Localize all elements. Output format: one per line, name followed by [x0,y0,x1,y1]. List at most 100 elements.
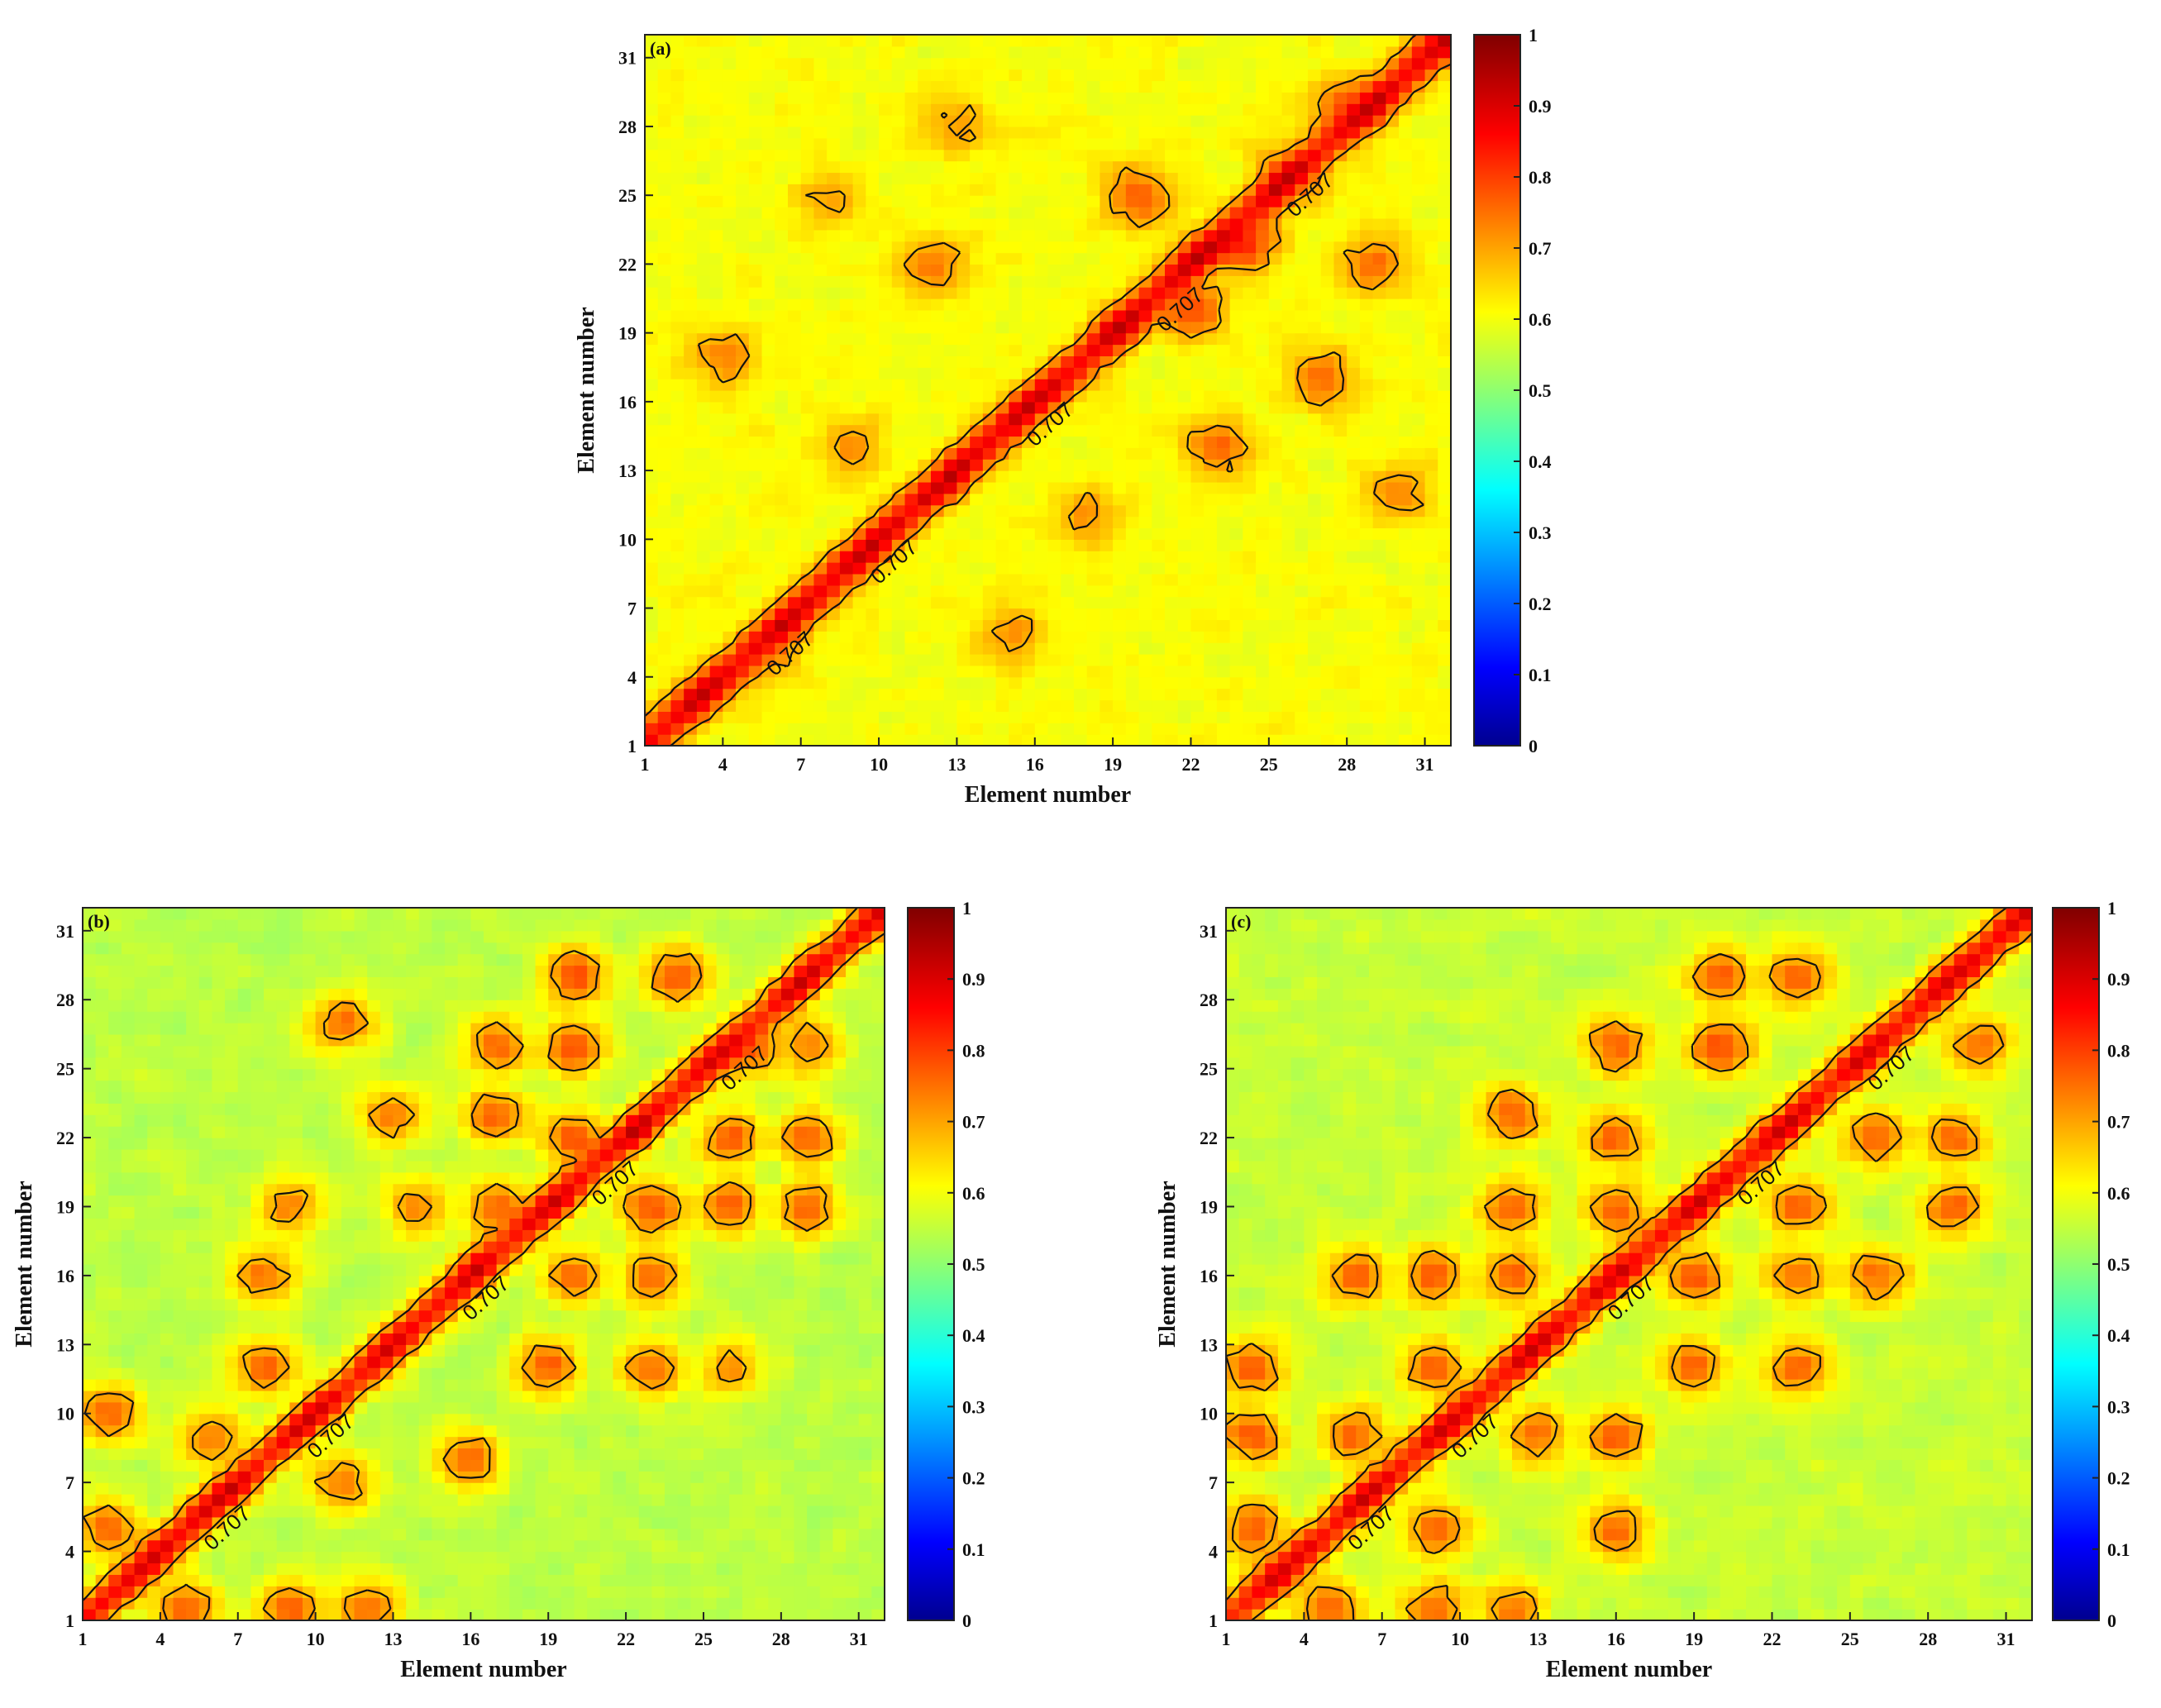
heatmap-cell [1034,149,1049,162]
heatmap-cell [121,1459,136,1472]
heatmap-cell [1229,688,1243,701]
heatmap-cell [1308,172,1322,184]
heatmap-cell [1061,608,1075,621]
heatmap-cell [930,562,945,575]
heatmap-cell [684,481,698,494]
heatmap-cell [736,252,750,265]
heatmap-cell [160,1241,174,1253]
heatmap-cell [1308,516,1322,529]
heatmap-cell [1243,470,1257,483]
heatmap-cell [225,1562,239,1575]
heatmap-cell [1268,195,1283,208]
heatmap-cell [1061,665,1075,678]
heatmap-cell [1424,665,1438,678]
heatmap-cell [1295,309,1309,322]
heatmap-cell [670,401,685,414]
heatmap-cell [670,573,685,586]
heatmap-cell [1086,367,1101,379]
heatmap-cell [289,1286,303,1300]
heatmap-cell [1022,665,1036,678]
heatmap-cell [1125,355,1140,368]
heatmap-cell [736,699,750,712]
heatmap-cell [1177,355,1192,368]
heatmap-cell [761,424,775,437]
heatmap-cell [696,103,711,116]
heatmap-cell [736,516,750,529]
heatmap-cell [1411,149,1426,162]
heatmap-cell [1165,516,1179,529]
heatmap-cell [748,390,763,403]
heatmap-cell [943,160,958,174]
heatmap-cell [147,1023,161,1035]
heatmap-cell [1009,562,1023,575]
heatmap-cell [83,1138,97,1150]
heatmap-cell [787,184,802,196]
heatmap-cell [1308,137,1322,150]
heatmap-cell [813,516,828,529]
heatmap-cell [1347,619,1361,632]
heatmap-cell [918,654,932,666]
heatmap-cell [250,1114,265,1127]
heatmap-cell [1347,447,1361,460]
heatmap-cell [225,965,239,978]
heatmap-cell [1125,80,1140,93]
heatmap-cell [1399,149,1413,162]
heatmap-cell [709,229,723,242]
heatmap-cell [1061,584,1075,598]
heatmap-cell [1295,103,1309,116]
heatmap-cell [982,401,997,414]
heatmap-cell [1190,45,1205,59]
heatmap-cell [1411,573,1426,586]
heatmap-cell [212,1068,226,1081]
heatmap-cell [827,608,841,621]
heatmap-cell [108,1494,122,1506]
heatmap-cell [970,57,984,70]
heatmap-cell [1177,321,1192,334]
heatmap-cell [879,619,893,632]
heatmap-cell [121,1333,136,1345]
heatmap-cell [995,126,1009,139]
heatmap-cell [930,35,945,47]
x-tick-label: 4 [718,754,727,775]
heatmap-cell [1073,252,1088,265]
heatmap-cell [813,493,828,506]
heatmap-cell [904,241,918,254]
heatmap-cell [1372,723,1386,735]
heatmap-cell [904,45,918,59]
heatmap-cell [1190,539,1205,551]
heatmap-cell [83,1171,97,1185]
heatmap-cell [289,1126,303,1138]
heatmap-cell [800,527,815,540]
heatmap-cell [1086,69,1101,82]
heatmap-cell [891,332,906,346]
heatmap-cell [173,1413,187,1426]
heatmap-cell [930,137,945,150]
heatmap-cell [761,459,775,471]
heatmap-cell [225,1264,239,1276]
heatmap-cell [657,504,672,518]
heatmap-cell [904,424,918,437]
heatmap-cell [1086,413,1101,426]
heatmap-cell [1372,699,1386,712]
heatmap-cell [930,539,945,551]
heatmap-cell [95,1241,109,1253]
heatmap-cell [1333,332,1348,346]
heatmap-cell [1386,69,1400,82]
heatmap-cell [1204,241,1218,254]
heatmap-cell [83,1229,97,1242]
heatmap-cells-b [83,908,885,1621]
heatmap-cell [173,1367,187,1380]
heatmap-cell [1386,379,1400,391]
heatmap-cell [866,665,880,678]
heatmap-cell [134,1528,148,1541]
heatmap-cell [775,562,789,575]
heatmap-cell [1281,287,1295,299]
heatmap-cell [866,447,880,460]
heatmap-cell [1190,504,1205,518]
heatmap-cell [1386,275,1400,288]
heatmap-cell [1177,229,1192,242]
heatmap-cell [1386,608,1400,621]
heatmap-cell [956,734,971,747]
heatmap-cell [813,137,828,150]
heatmap-cell [982,195,997,208]
